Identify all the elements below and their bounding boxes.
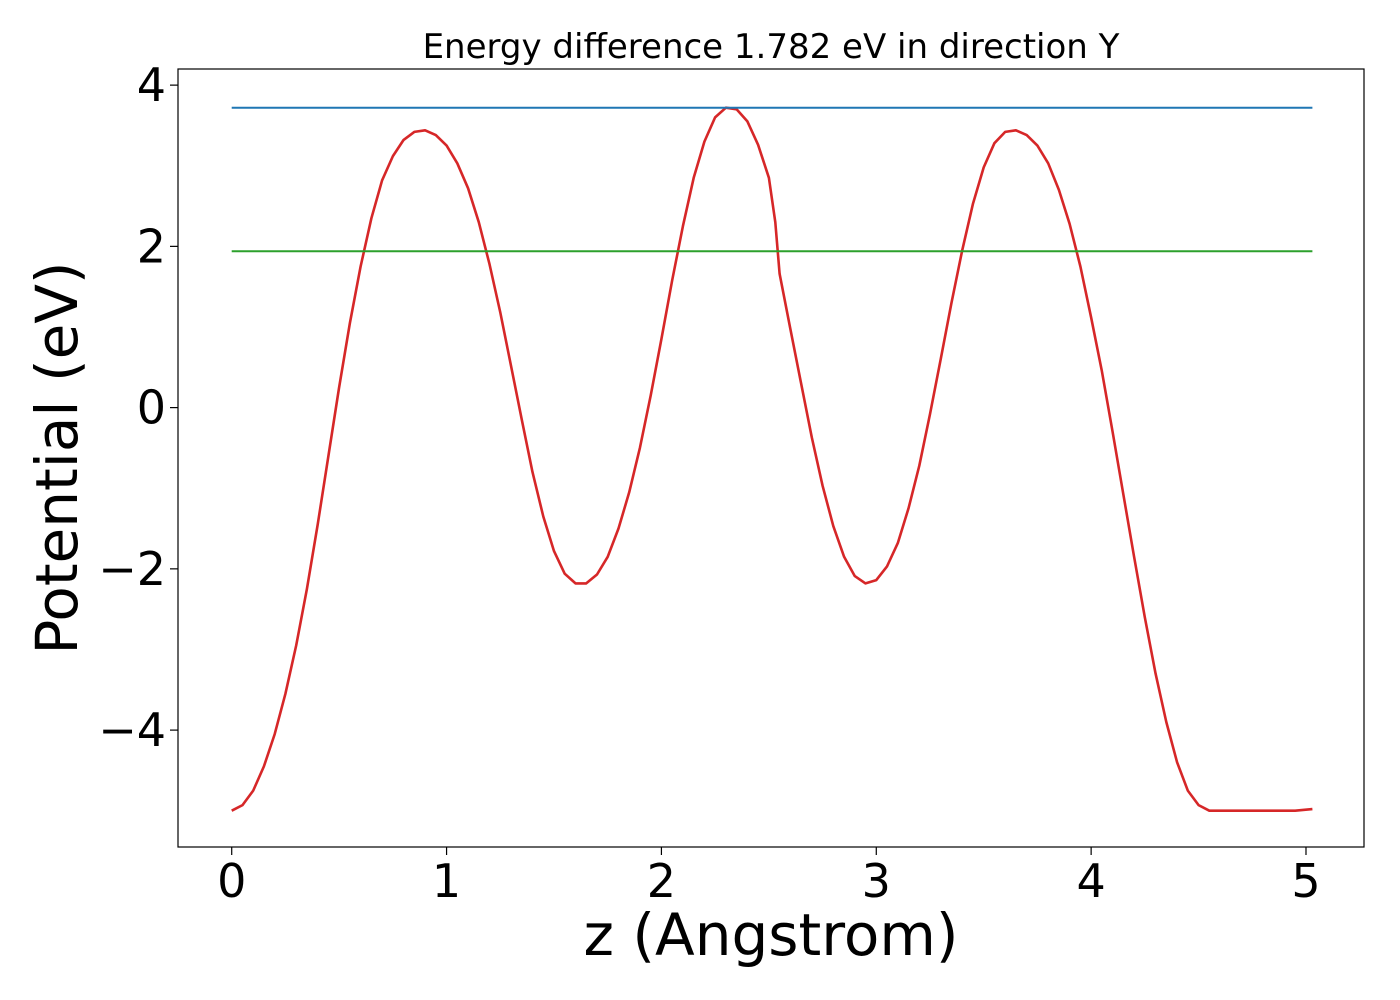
plot-frame	[177, 68, 1365, 848]
y-tick-label: 0	[137, 381, 166, 435]
potential-curve	[231, 106, 1313, 813]
y-axis-label: Potential (eV)	[23, 261, 91, 654]
x-tick-label: 3	[862, 854, 891, 908]
x-axis-label: z (Angstrom)	[584, 901, 959, 969]
x-tick-label: 1	[432, 854, 461, 908]
y-tick-label: −4	[98, 703, 166, 757]
y-tick-label: −2	[98, 542, 166, 596]
plot-area	[231, 106, 1313, 813]
x-tick-label: 5	[1291, 854, 1320, 908]
x-tick-label: 4	[1076, 854, 1105, 908]
y-tick-label: 4	[137, 58, 166, 112]
x-tick-label: 2	[647, 854, 676, 908]
x-axis: 0 1 2 3 4 5	[217, 847, 1321, 908]
y-axis: 4 2 0 −2 −4	[98, 58, 178, 757]
x-tick-label: 0	[217, 854, 246, 908]
y-tick-label: 2	[137, 219, 166, 273]
chart-title: Energy difference 1.782 eV in direction …	[423, 27, 1120, 67]
